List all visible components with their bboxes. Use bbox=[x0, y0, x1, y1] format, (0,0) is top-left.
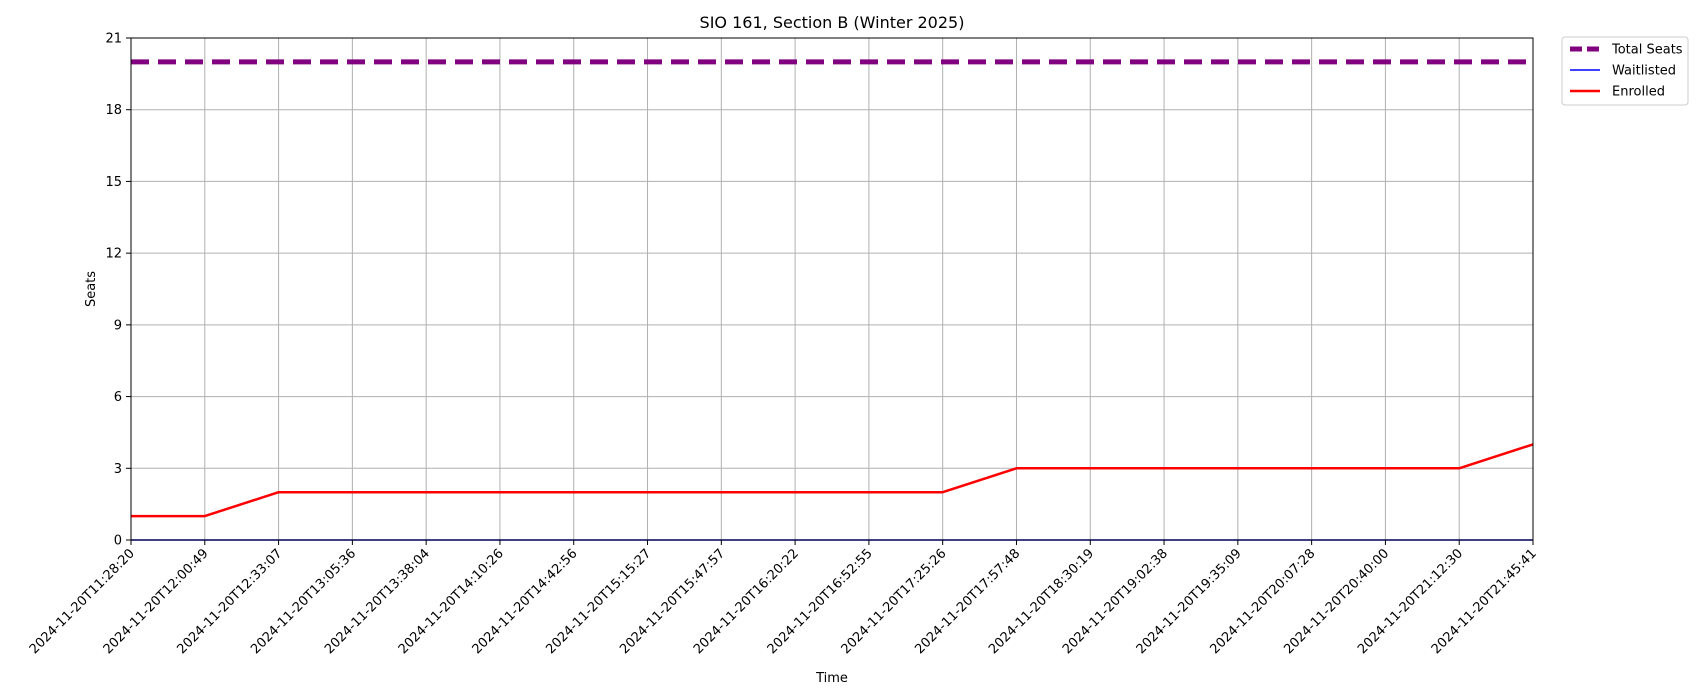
y-tick-label: 3 bbox=[114, 462, 122, 477]
y-tick-label: 15 bbox=[105, 175, 122, 190]
legend-box bbox=[1561, 36, 1689, 106]
y-tick-label: 6 bbox=[114, 390, 122, 405]
y-tick-label: 18 bbox=[105, 103, 122, 118]
grid-lines bbox=[130, 37, 1534, 541]
legend: Total Seats Waitlisted Enrolled bbox=[1561, 36, 1689, 106]
x-axis-ticks: 2024-11-20T11:28:202024-11-20T12:00:4920… bbox=[27, 540, 1540, 657]
y-tick-label: 9 bbox=[114, 318, 122, 333]
y-tick-label: 21 bbox=[105, 32, 122, 47]
legend-label: Enrolled bbox=[1612, 85, 1665, 100]
y-axis-ticks: 0 3 6 9 12 15 18 21 bbox=[105, 32, 131, 549]
y-tick-label: 0 bbox=[114, 534, 122, 549]
y-axis-title: Seats bbox=[84, 271, 99, 307]
x-axis-title: Time bbox=[815, 671, 848, 686]
legend-label: Total Seats bbox=[1611, 43, 1683, 58]
plot-frame bbox=[130, 37, 1534, 541]
chart-title: SIO 161, Section B (Winter 2025) bbox=[700, 13, 965, 32]
y-tick-label: 12 bbox=[105, 247, 122, 262]
series-line-enrolled bbox=[131, 443, 1534, 518]
legend-label: Waitlisted bbox=[1612, 64, 1676, 79]
